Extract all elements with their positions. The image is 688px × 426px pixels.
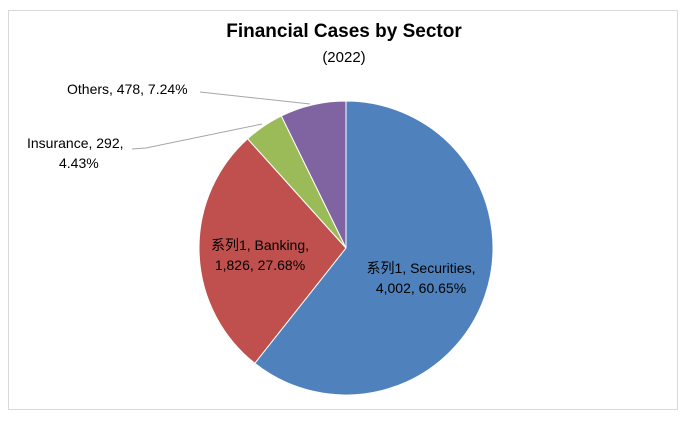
data-label-2-line-1: 4.43% [59, 155, 99, 171]
data-label-1-line-0: 系列1, Banking, [211, 237, 309, 253]
data-label-0-line-0: 系列1, Securities, [367, 260, 476, 276]
leader-line-3 [199, 91, 311, 105]
data-label-2-line-0: Insurance, 292, [27, 135, 124, 151]
pie-slice-1 [198, 138, 347, 364]
chart-subtitle: (2022) [322, 49, 366, 66]
pie-slice-3 [280, 100, 347, 249]
pie-slice-0 [254, 100, 494, 396]
data-label-0-line-1: 4,002, 60.65% [376, 280, 466, 296]
chart-title: Financial Cases by Sector [226, 21, 462, 42]
data-label-1-line-1: 1,826, 27.68% [215, 257, 305, 273]
data-label-3-line-0: Others, 478, 7.24% [67, 81, 188, 97]
leader-line-2 [131, 123, 263, 150]
